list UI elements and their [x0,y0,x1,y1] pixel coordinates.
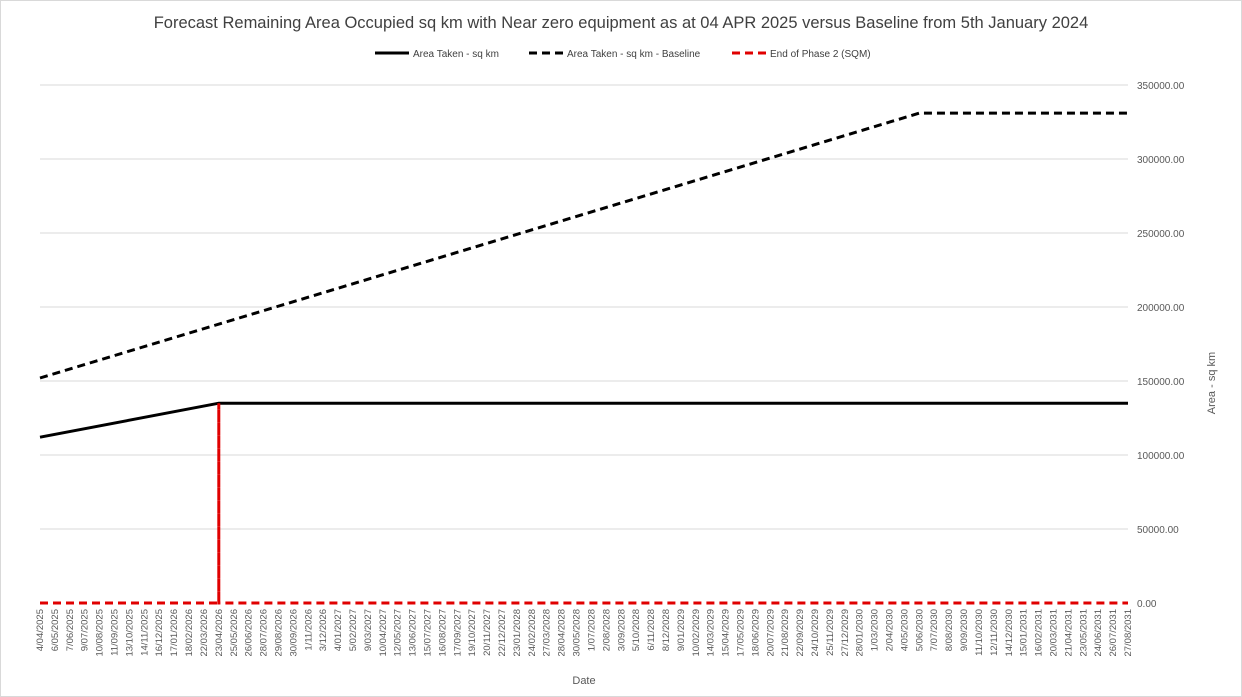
x-tick-label: 1/07/2028 [586,609,597,651]
legend-label: End of Phase 2 (SQM) [770,49,871,60]
x-tick-label: 7/06/2025 [65,609,76,651]
x-tick-label: 16/02/2031 [1034,609,1045,657]
x-tick-label: 15/07/2027 [423,609,434,657]
x-tick-label: 1/03/2030 [870,609,881,651]
x-tick-label: 17/01/2026 [169,609,180,657]
x-tick-label: 3/12/2026 [318,609,329,651]
x-tick-label: 12/05/2027 [393,609,404,657]
x-tick-label: 5/10/2028 [631,609,642,651]
x-tick-label: 18/02/2026 [184,609,195,657]
x-tick-label: 27/08/2031 [1123,609,1134,657]
x-tick-label: 3/09/2028 [616,609,627,651]
y-tick-label: 350000.00 [1137,81,1185,92]
x-tick-label: 26/06/2026 [244,609,255,657]
y-tick-label: 100000.00 [1137,451,1185,462]
x-tick-label: 24/10/2029 [810,609,821,657]
x-tick-label: 28/01/2030 [855,609,866,657]
x-tick-label: 10/08/2025 [95,609,106,657]
x-tick-label: 10/04/2027 [378,609,389,657]
x-tick-label: 22/09/2029 [795,609,806,657]
y-tick-label: 50000.00 [1137,525,1179,536]
x-tick-label: 25/11/2029 [825,609,836,656]
gridlines [40,84,1128,530]
x-tick-label: 6/05/2025 [50,609,61,651]
x-tick-label: 14/11/2025 [139,609,150,656]
x-tick-label: 6/11/2028 [646,609,657,651]
x-tick-label: 9/03/2027 [363,609,374,651]
series-line [39,111,1128,380]
x-tick-label: 12/11/2030 [989,609,1000,656]
x-tick-label: 22/03/2026 [199,609,210,657]
x-tick-label: 20/07/2029 [765,609,776,657]
x-tick-label: 17/05/2029 [735,609,746,657]
x-tick-label: 15/04/2029 [721,609,732,657]
x-tick-label: 1/11/2026 [303,609,314,651]
y-axis-ticks: 0.00 50000.00 100000.00 150000.00 200000.00 2… [1137,81,1185,610]
chart-title: Forecast Remaining Area Occupied sq km w… [154,14,1089,32]
x-tick-label: 4/04/2025 [35,609,46,651]
series-lines [39,111,1128,605]
x-tick-label: 9/09/2030 [959,609,970,651]
x-tick-label: 18/06/2029 [750,609,761,657]
x-tick-label: 2/08/2028 [601,609,612,651]
x-tick-label: 22/12/2027 [497,609,508,657]
x-tick-label: 28/07/2026 [259,609,270,657]
x-tick-label: 10/02/2029 [691,609,702,657]
x-tick-label: 11/09/2025 [110,609,121,656]
x-axis-ticks: 4/04/2025 6/05/2025 7/06/2025 9/07/2025 10/0… [35,609,1134,657]
x-tick-label: 28/04/2028 [557,609,568,657]
x-tick-label: 23/05/2031 [1078,609,1089,657]
x-tick-label: 24/06/2031 [1093,609,1104,657]
x-tick-label: 26/07/2031 [1108,609,1119,657]
y-tick-label: 300000.00 [1137,155,1185,166]
x-tick-label: 30/09/2026 [288,609,299,657]
x-tick-label: 23/04/2026 [214,609,225,657]
y-tick-label: 250000.00 [1137,229,1185,240]
x-tick-label: 21/08/2029 [780,609,791,657]
x-tick-label: 27/12/2029 [840,609,851,657]
x-tick-label: 13/10/2025 [124,609,135,657]
x-tick-label: 16/12/2025 [154,609,165,657]
x-tick-label: 17/09/2027 [452,609,463,657]
x-tick-label: 16/08/2027 [437,609,448,657]
y-tick-label: 150000.00 [1137,377,1185,388]
legend-label: Area Taken - sq km [413,49,499,60]
x-tick-label: 14/12/2030 [1004,609,1015,657]
x-tick-label: 30/05/2028 [572,609,583,657]
x-tick-label: 15/01/2031 [1019,609,1030,657]
y-tick-label: 200000.00 [1137,303,1185,314]
y-tick-label: 0.00 [1137,599,1157,610]
x-tick-label: 7/07/2030 [929,609,940,651]
y-axis-label: Area - sq km [1206,352,1218,414]
legend-label: Area Taken - sq km - Baseline [567,49,701,60]
x-tick-label: 29/08/2026 [273,609,284,657]
x-tick-label: 8/12/2028 [661,609,672,651]
x-tick-label: 4/05/2030 [899,609,910,651]
x-tick-label: 5/06/2030 [914,609,925,651]
x-tick-label: 27/03/2028 [542,609,553,657]
x-tick-label: 20/03/2031 [1048,609,1059,657]
x-tick-label: 11/10/2030 [974,609,985,656]
series-line [40,403,1128,605]
legend: Area Taken - sq km Area Taken - sq km - B… [375,49,871,60]
x-axis-label: Date [572,675,595,687]
x-tick-label: 9/07/2025 [80,609,91,651]
x-tick-label: 13/06/2027 [408,609,419,657]
x-tick-label: 19/10/2027 [467,609,478,657]
x-tick-label: 21/04/2031 [1063,609,1074,657]
x-tick-label: 24/02/2028 [527,609,538,657]
x-tick-label: 20/11/2027 [482,609,493,656]
x-tick-label: 2/04/2030 [885,609,896,651]
x-tick-label: 23/01/2028 [512,609,523,657]
x-tick-label: 8/08/2030 [944,609,955,651]
x-tick-label: 14/03/2029 [706,609,717,657]
x-tick-label: 4/01/2027 [333,609,344,651]
x-tick-label: 5/02/2027 [348,609,359,651]
x-tick-label: 9/01/2029 [676,609,687,651]
x-tick-label: 25/05/2026 [229,609,240,657]
